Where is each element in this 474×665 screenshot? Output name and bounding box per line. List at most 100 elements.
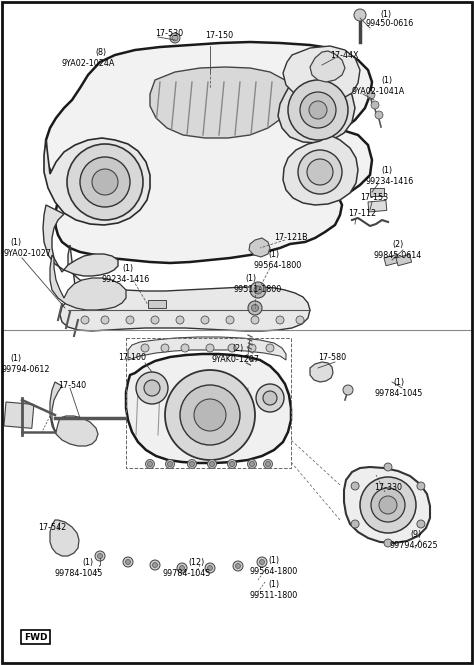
Bar [370, 188, 384, 196]
Text: 99784-1045: 99784-1045 [55, 569, 103, 577]
Text: 99794-0625: 99794-0625 [390, 541, 438, 549]
Text: (8): (8) [95, 47, 106, 57]
Circle shape [180, 565, 184, 571]
Circle shape [248, 301, 262, 315]
Circle shape [101, 316, 109, 324]
Circle shape [247, 460, 256, 469]
Bar [396, 255, 411, 266]
Text: 17-580: 17-580 [318, 352, 346, 362]
Text: (9): (9) [410, 529, 421, 539]
Text: (1): (1) [82, 557, 93, 567]
Bar [148, 300, 166, 308]
Circle shape [288, 80, 348, 140]
Circle shape [181, 344, 189, 352]
Circle shape [343, 385, 353, 395]
Text: 99450-0616: 99450-0616 [366, 19, 414, 29]
Circle shape [170, 33, 180, 43]
Polygon shape [283, 46, 360, 103]
Text: 17-112: 17-112 [348, 209, 376, 219]
Text: FWD: FWD [24, 632, 47, 642]
Text: 17-542: 17-542 [38, 523, 66, 531]
Text: 9YA02-1027: 9YA02-1027 [4, 249, 52, 259]
Circle shape [146, 460, 155, 469]
Text: (2): (2) [392, 239, 403, 249]
Text: (1): (1) [268, 579, 279, 589]
Circle shape [205, 563, 215, 573]
Text: (1): (1) [268, 249, 279, 259]
Circle shape [150, 560, 160, 570]
Circle shape [257, 557, 267, 567]
Circle shape [177, 563, 187, 573]
Polygon shape [50, 382, 98, 446]
Text: (1): (1) [380, 9, 391, 19]
Bar [4, 402, 34, 428]
Circle shape [417, 520, 425, 528]
Circle shape [236, 563, 240, 569]
Circle shape [367, 91, 375, 99]
Circle shape [151, 316, 159, 324]
Text: 17-121B: 17-121B [274, 233, 308, 243]
Circle shape [141, 344, 149, 352]
Circle shape [354, 9, 366, 21]
Text: 17-530: 17-530 [155, 29, 183, 39]
Polygon shape [278, 76, 355, 143]
Polygon shape [283, 135, 358, 205]
Text: 17-44X: 17-44X [330, 51, 358, 59]
Polygon shape [44, 138, 150, 225]
Text: (2): (2) [232, 344, 243, 352]
Polygon shape [50, 255, 126, 310]
Circle shape [298, 150, 342, 194]
Circle shape [266, 344, 274, 352]
Text: (1): (1) [10, 237, 21, 247]
Circle shape [263, 391, 277, 405]
Circle shape [167, 462, 173, 467]
Circle shape [371, 101, 379, 109]
Bar [126, 338, 291, 468]
Text: 99564-1800: 99564-1800 [250, 567, 298, 577]
Polygon shape [60, 245, 310, 331]
Circle shape [95, 551, 105, 561]
Polygon shape [344, 467, 430, 543]
Polygon shape [128, 337, 286, 360]
Circle shape [256, 384, 284, 412]
Text: 9YA02-1041A: 9YA02-1041A [352, 86, 405, 96]
Text: (1): (1) [268, 557, 279, 565]
Text: (1): (1) [381, 166, 392, 174]
Circle shape [351, 482, 359, 490]
Circle shape [250, 282, 266, 298]
Circle shape [229, 462, 235, 467]
Text: 17-153: 17-153 [360, 194, 388, 203]
Text: 99511-1800: 99511-1800 [234, 285, 282, 293]
Circle shape [226, 316, 234, 324]
Text: 9YAK0-1207: 9YAK0-1207 [212, 354, 260, 364]
Polygon shape [50, 520, 79, 556]
Text: 99234-1416: 99234-1416 [366, 176, 414, 186]
Text: (1): (1) [393, 378, 404, 386]
Circle shape [126, 316, 134, 324]
Circle shape [153, 563, 157, 567]
Text: 17-100: 17-100 [118, 354, 146, 362]
Circle shape [188, 460, 197, 469]
Text: (1): (1) [381, 76, 392, 84]
Polygon shape [126, 354, 291, 463]
Circle shape [265, 462, 271, 467]
Text: (1): (1) [10, 354, 21, 362]
Circle shape [360, 477, 416, 533]
Text: 9YA02-1024A: 9YA02-1024A [62, 59, 115, 68]
Circle shape [126, 559, 130, 565]
Circle shape [384, 539, 392, 547]
Text: 17-330: 17-330 [374, 483, 402, 491]
Circle shape [307, 159, 333, 185]
Circle shape [249, 462, 255, 467]
Circle shape [81, 316, 89, 324]
Polygon shape [310, 51, 345, 82]
Circle shape [144, 380, 160, 396]
Bar [384, 255, 400, 266]
Text: 99564-1800: 99564-1800 [254, 261, 302, 269]
Circle shape [228, 460, 237, 469]
Circle shape [136, 372, 168, 404]
Text: 99845-0614: 99845-0614 [374, 251, 422, 259]
Polygon shape [310, 362, 333, 382]
Text: 99511-1800: 99511-1800 [250, 591, 298, 600]
Circle shape [208, 460, 217, 469]
